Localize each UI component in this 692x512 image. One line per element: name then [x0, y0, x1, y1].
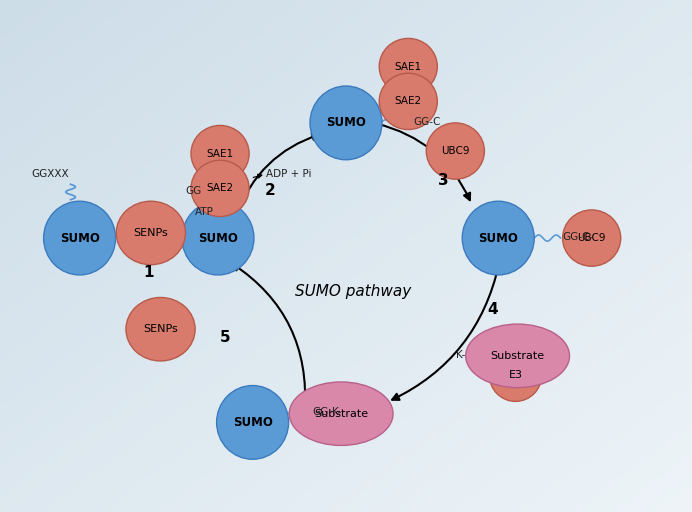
Ellipse shape [310, 86, 382, 160]
Text: SUMO: SUMO [233, 416, 273, 429]
Ellipse shape [379, 73, 437, 130]
Text: 3: 3 [437, 173, 448, 188]
Text: GG-K-: GG-K- [313, 407, 342, 417]
Ellipse shape [289, 382, 393, 445]
Text: 2: 2 [264, 183, 275, 198]
Ellipse shape [466, 324, 570, 388]
Text: SUMO: SUMO [198, 231, 238, 245]
Text: SAE1: SAE1 [394, 61, 422, 72]
Text: SUMO: SUMO [60, 231, 100, 245]
Text: GG-C: GG-C [414, 117, 441, 127]
Text: GG-C-: GG-C- [562, 231, 593, 242]
Ellipse shape [217, 386, 289, 459]
Text: SENPs: SENPs [134, 228, 168, 238]
Ellipse shape [462, 201, 534, 275]
Text: 5: 5 [220, 330, 231, 346]
Text: GG: GG [185, 185, 202, 196]
Text: SAE2: SAE2 [394, 96, 422, 106]
Ellipse shape [489, 348, 542, 401]
Ellipse shape [191, 160, 249, 217]
Text: Substrate: Substrate [491, 351, 545, 361]
Text: K-: K- [455, 350, 465, 360]
Ellipse shape [44, 201, 116, 275]
Text: 1: 1 [143, 265, 154, 281]
Text: SUMO: SUMO [326, 116, 366, 130]
Text: SAE2: SAE2 [206, 183, 234, 194]
Text: E3: E3 [509, 370, 522, 380]
Text: UBC9: UBC9 [441, 146, 470, 156]
Ellipse shape [182, 201, 254, 275]
Text: SAE1: SAE1 [206, 148, 234, 159]
Text: SUMO pathway: SUMO pathway [295, 284, 411, 300]
Text: SUMO: SUMO [478, 231, 518, 245]
Text: ADP + Pi: ADP + Pi [266, 169, 312, 179]
Text: ATP: ATP [194, 207, 214, 217]
Ellipse shape [126, 297, 195, 361]
Text: GGXXX: GGXXX [31, 169, 69, 179]
Ellipse shape [379, 38, 437, 95]
Ellipse shape [191, 125, 249, 182]
Ellipse shape [116, 201, 185, 265]
Text: 4: 4 [487, 302, 498, 317]
Text: Substrate: Substrate [314, 409, 368, 419]
Ellipse shape [563, 210, 621, 266]
Ellipse shape [426, 123, 484, 179]
Text: SENPs: SENPs [143, 324, 178, 334]
Text: UBC9: UBC9 [577, 233, 606, 243]
